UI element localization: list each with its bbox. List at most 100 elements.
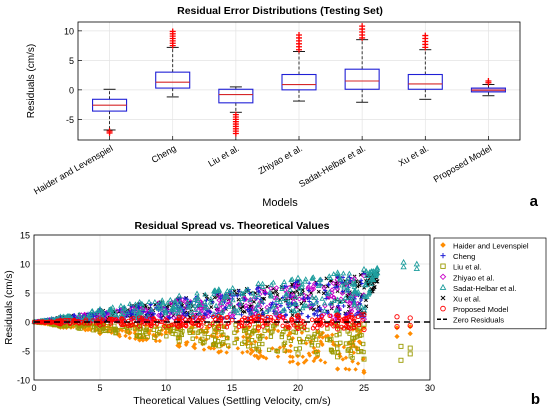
data-point [319,314,325,319]
data-point [334,333,339,338]
data-point [281,278,287,284]
data-point [294,274,302,281]
data-point [242,328,247,334]
data-point [331,298,337,304]
data-point [221,296,227,302]
data-point [245,344,251,349]
y-tick-label: -10 [17,376,30,386]
data-point [303,303,310,309]
data-point [364,298,368,303]
legend-label: Sadat-Helbar et al. [453,284,516,293]
data-point [299,311,304,316]
data-point [158,304,164,310]
data-point [350,316,355,321]
data-point [350,277,357,283]
data-point [117,307,122,312]
data-point [151,327,157,333]
data-point [288,277,294,283]
data-point [300,288,305,292]
data-point [350,335,355,341]
data-point [268,293,274,299]
data-point [341,275,346,280]
data-point [176,299,183,305]
data-point [287,330,293,335]
data-point [255,313,262,319]
data-point [239,296,245,302]
data-point [329,287,335,293]
data-point [176,292,183,299]
data-point [127,330,133,336]
data-point [356,322,362,328]
data-point [245,349,250,354]
data-point [307,299,312,304]
data-point [351,325,357,331]
data-point [298,290,304,296]
data-point [230,297,236,303]
x-tick-label: Proposed Model [432,143,494,184]
data-point [226,343,231,348]
x-tick-label: 10 [161,383,171,393]
data-point [268,315,274,320]
y-tick-label: -5 [22,347,30,357]
data-point [360,317,365,323]
data-point [320,318,326,324]
data-point [232,340,237,346]
data-point [328,313,334,319]
data-point [121,322,126,328]
data-point [366,287,373,293]
data-point [307,281,312,286]
data-point [101,322,106,327]
data-point [109,304,116,310]
outlier-point [232,130,239,137]
data-point [369,268,375,274]
data-point [229,312,236,319]
data-point [136,298,143,305]
data-point [188,309,194,315]
data-point [323,288,328,293]
data-point [407,323,413,330]
data-point [255,310,262,317]
data-point [315,313,320,318]
data-point [112,327,117,332]
data-point [316,277,323,283]
x-tick-label: 15 [227,383,237,393]
data-point [371,272,377,278]
data-point [213,337,218,343]
data-point [374,279,380,284]
data-point [327,320,333,326]
data-point [266,347,272,352]
data-point [343,341,349,346]
data-point [413,260,420,267]
data-point [394,333,400,340]
data-point [171,322,177,327]
data-point [366,290,372,296]
outlier-point [485,78,492,84]
data-point [306,351,312,356]
data-point [370,289,375,294]
data-point [215,338,221,344]
data-point [400,263,407,270]
box-iqr [218,88,254,104]
data-point [192,307,199,313]
legend-marker [440,242,446,248]
data-point [108,308,115,314]
data-point [351,276,358,282]
outlier-point [169,28,176,35]
data-point [127,335,133,341]
data-point [321,300,328,306]
data-point [75,314,82,320]
data-point [327,336,332,342]
data-point [344,285,351,291]
data-point [361,369,367,376]
x-tick-label: 30 [425,383,435,393]
data-point [125,323,131,328]
data-point [242,323,247,329]
data-point [153,338,159,344]
data-point [217,301,223,308]
data-point [208,310,213,315]
box-iqr [281,73,317,91]
data-point [128,312,133,317]
data-point [158,315,163,320]
box-plot-x-axis-label: Models [262,197,298,209]
data-point [211,291,217,297]
